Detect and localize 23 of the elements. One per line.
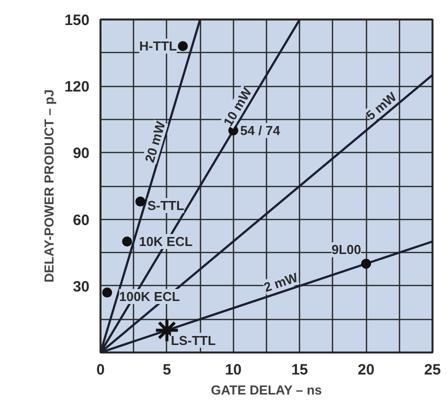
annotation: H-TTL: [139, 38, 177, 54]
x-tick-label: 5: [162, 362, 172, 378]
annotation: 9L00: [331, 242, 362, 258]
x-axis-title: GATE DELAY – ns: [210, 382, 322, 398]
x-tick-label: 10: [224, 362, 242, 378]
x-tick-label: 15: [291, 362, 308, 378]
text: 20 mW: [142, 118, 168, 164]
text: 5 mW: [363, 88, 400, 123]
x-tick-label: 20: [358, 362, 374, 378]
y-axis-title: DELAY-POWER PRODUCT – pJ: [41, 89, 56, 283]
annotation: 100K ECL: [119, 289, 180, 304]
annotation: S-TTL: [147, 198, 184, 214]
annotation: 54 / 74: [240, 123, 281, 138]
annotation: LS-TTL: [170, 332, 216, 348]
y-tick-label: 150: [64, 12, 90, 29]
y-tick-label: 120: [64, 78, 90, 96]
annotation: 10K ECL: [139, 234, 193, 249]
y-tick-label: 90: [72, 145, 90, 162]
x-tick-label: 25: [424, 362, 441, 378]
y-tick-label: 60: [72, 212, 90, 229]
text: 2 mW: [262, 269, 300, 295]
x-tick-label: 0: [96, 362, 105, 378]
y-tick-label: 30: [72, 278, 90, 296]
